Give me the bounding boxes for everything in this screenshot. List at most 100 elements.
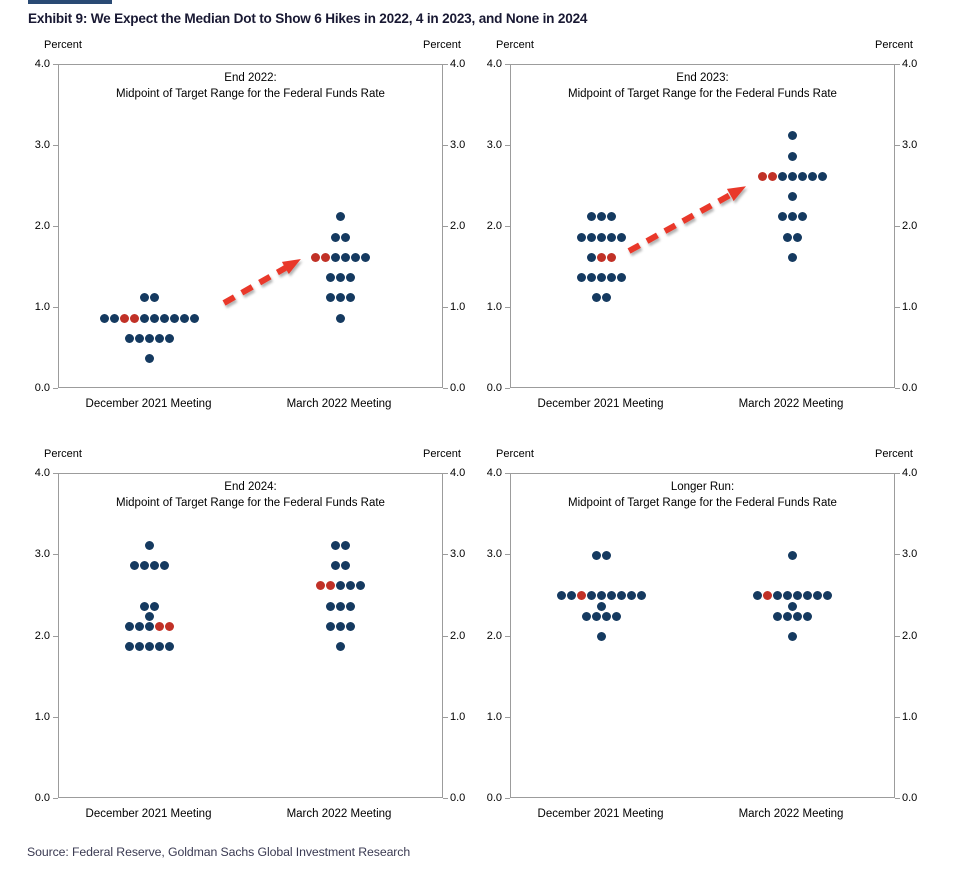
dot bbox=[340, 540, 350, 550]
dot bbox=[145, 540, 154, 550]
y-tick-label: 3.0 bbox=[486, 548, 502, 561]
dot bbox=[802, 591, 812, 601]
x-category-label: March 2022 Meeting bbox=[738, 398, 844, 410]
dot bbox=[627, 591, 636, 601]
median-dot bbox=[762, 591, 772, 601]
panel-title-line1: End 2024: bbox=[224, 481, 277, 493]
dot bbox=[587, 252, 596, 262]
y-tick-label: 1.0 bbox=[450, 301, 466, 313]
dot bbox=[335, 621, 345, 631]
dot bbox=[787, 632, 797, 641]
dot bbox=[782, 611, 792, 621]
rate-hike-arrow bbox=[627, 186, 746, 254]
dot bbox=[787, 171, 797, 181]
dot bbox=[340, 232, 350, 242]
dot bbox=[787, 212, 797, 222]
y-tick bbox=[53, 554, 58, 556]
dot bbox=[777, 171, 787, 181]
dot bbox=[340, 252, 350, 262]
dot bbox=[330, 252, 340, 262]
y-tick bbox=[895, 307, 900, 308]
dot bbox=[787, 131, 797, 141]
dot bbox=[787, 550, 797, 560]
y-tick-label: 3.0 bbox=[450, 548, 466, 561]
dot bbox=[155, 642, 164, 652]
dot bbox=[345, 273, 355, 283]
dot bbox=[792, 611, 802, 621]
dot bbox=[160, 560, 169, 570]
dot bbox=[330, 232, 340, 242]
dot bbox=[345, 581, 355, 591]
dot bbox=[557, 591, 566, 601]
panel-end-2023: End 2023: Midpoint of Target Range for t… bbox=[510, 64, 895, 388]
y-tick-label: 0.0 bbox=[450, 382, 466, 394]
y-tick bbox=[505, 145, 510, 146]
dot bbox=[145, 611, 154, 621]
dot bbox=[782, 232, 792, 242]
dot bbox=[180, 313, 189, 323]
y-tick-label: 3.0 bbox=[902, 548, 918, 561]
panel-title: End 2023: Midpoint of Target Range for t… bbox=[511, 70, 894, 102]
dot bbox=[140, 293, 149, 303]
dot bbox=[325, 293, 335, 303]
y-tick-label: 1.0 bbox=[34, 301, 50, 313]
y-tick-label: 0.0 bbox=[450, 792, 466, 804]
y-tick bbox=[53, 635, 58, 637]
y-tick bbox=[895, 226, 900, 227]
dot bbox=[602, 293, 611, 303]
y-tick-label: 0.0 bbox=[902, 792, 918, 804]
dot bbox=[135, 621, 144, 631]
dot bbox=[360, 252, 370, 262]
median-dot bbox=[315, 581, 325, 591]
dot bbox=[612, 611, 621, 621]
dot bbox=[792, 591, 802, 601]
dot bbox=[607, 273, 616, 283]
y-tick-label: 1.0 bbox=[486, 301, 502, 313]
dot bbox=[130, 560, 139, 570]
dot bbox=[125, 642, 134, 652]
dot bbox=[125, 333, 134, 343]
dot bbox=[812, 591, 822, 601]
panel-title-line2: Midpoint of Target Range for the Federal… bbox=[116, 497, 385, 509]
y-tick bbox=[895, 64, 900, 65]
y-tick-label: 4.0 bbox=[486, 467, 502, 479]
dot bbox=[190, 313, 199, 323]
dot bbox=[345, 601, 355, 611]
source-note: Source: Federal Reserve, Goldman Sachs G… bbox=[27, 845, 411, 859]
median-dot bbox=[120, 313, 129, 323]
panel-title-line2: Midpoint of Target Range for the Federal… bbox=[568, 88, 837, 100]
dot bbox=[335, 293, 345, 303]
y-tick bbox=[895, 798, 900, 799]
median-dot bbox=[320, 252, 330, 262]
x-category-label: March 2022 Meeting bbox=[286, 398, 392, 410]
dot bbox=[140, 313, 149, 323]
median-dot bbox=[607, 252, 616, 262]
dot bbox=[597, 273, 606, 283]
x-category-label: December 2021 Meeting bbox=[85, 398, 212, 410]
dot bbox=[145, 642, 154, 652]
dot bbox=[155, 333, 164, 343]
dot bbox=[355, 581, 365, 591]
y-axis-title-percent: Percent bbox=[44, 39, 82, 51]
dot bbox=[597, 632, 606, 641]
dot bbox=[617, 232, 626, 242]
y-tick-label: 2.0 bbox=[902, 629, 918, 642]
y-tick bbox=[505, 226, 510, 227]
y-tick bbox=[53, 388, 58, 389]
y-tick bbox=[443, 473, 448, 474]
y-tick bbox=[895, 473, 900, 474]
y-tick-label: 2.0 bbox=[902, 220, 918, 232]
exhibit-title: Exhibit 9: We Expect the Median Dot to S… bbox=[28, 11, 588, 26]
y-tick bbox=[505, 307, 510, 308]
y-tick-label: 3.0 bbox=[902, 139, 918, 151]
dot bbox=[345, 293, 355, 303]
y-tick-label: 4.0 bbox=[450, 467, 466, 479]
y-tick-label: 1.0 bbox=[902, 301, 918, 313]
y-tick-label: 1.0 bbox=[486, 710, 502, 723]
panel-longer-run: Longer Run: Midpoint of Target Range for… bbox=[510, 473, 895, 798]
dot bbox=[567, 591, 576, 601]
y-tick bbox=[443, 716, 448, 718]
dot bbox=[807, 171, 817, 181]
y-tick bbox=[443, 635, 448, 637]
y-tick bbox=[53, 716, 58, 718]
